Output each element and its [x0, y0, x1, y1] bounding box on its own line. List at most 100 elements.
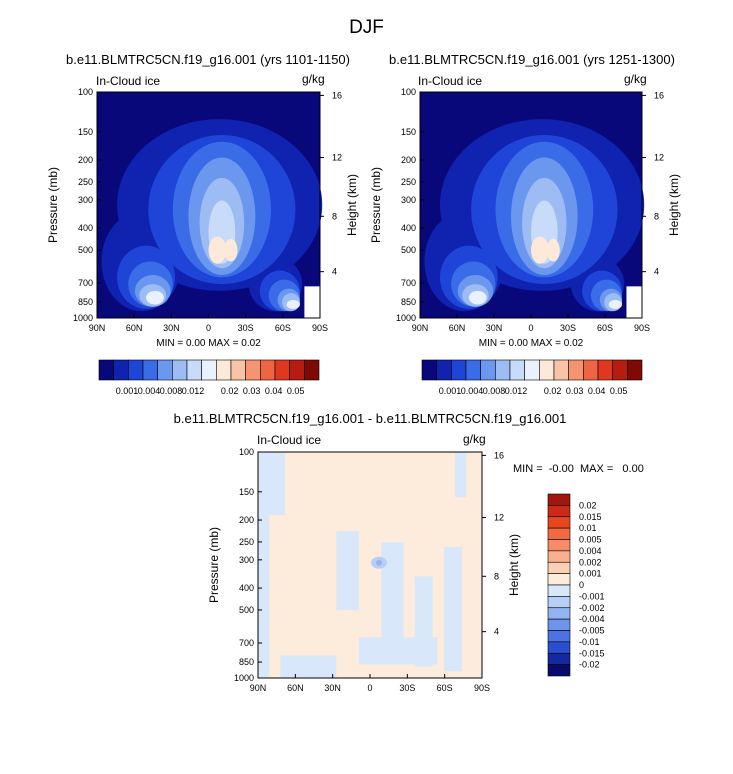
y-tick-label: 250 — [239, 537, 254, 547]
x-tick-label: 60N — [449, 323, 466, 333]
colorbar-swatch — [157, 359, 173, 381]
y-tick-label: 850 — [239, 657, 254, 667]
colorbar-swatch — [98, 359, 114, 381]
y-tick-label: 700 — [78, 278, 93, 288]
colorbar-label: 0.01 — [579, 523, 597, 533]
colorbar-swatch — [142, 359, 158, 381]
y-tick-label: 250 — [78, 177, 93, 187]
y2-tick-label: 16 — [332, 90, 342, 100]
colorbar-swatch — [547, 652, 571, 665]
colorbar-swatch — [436, 359, 452, 381]
colorbar-swatch — [539, 359, 555, 381]
x-tick-label: 30S — [399, 683, 415, 693]
colorbar-swatch — [495, 359, 511, 381]
y-tick-label: 700 — [239, 638, 254, 648]
colorbar-label: -0.005 — [579, 626, 605, 636]
missing-data-region — [304, 286, 320, 318]
y-tick-label: 700 — [401, 278, 416, 288]
colorbar-swatch — [547, 493, 571, 506]
y2-tick-label: 4 — [494, 627, 499, 637]
panel-1-contours — [97, 92, 323, 318]
y-tick-label: 200 — [78, 155, 93, 165]
y-tick-label: 200 — [401, 155, 416, 165]
y-axis-label: Pressure (mb) — [46, 167, 60, 243]
y-tick-label: 150 — [78, 127, 93, 137]
page-title: DJF — [349, 17, 384, 38]
colorbar-swatch — [113, 359, 129, 381]
colorbar-label: 0.03 — [566, 386, 584, 396]
colorbar-swatch — [128, 359, 144, 381]
colorbar-label: -0.01 — [579, 637, 600, 647]
x-tick-label: 90N — [412, 323, 429, 333]
y2-tick-label: 12 — [332, 153, 342, 163]
colorbar-label: -0.002 — [579, 603, 605, 613]
x-tick-label: 60N — [126, 323, 143, 333]
colorbar-swatch — [172, 359, 188, 381]
colorbar-swatch — [568, 359, 584, 381]
colorbar-label: 0.05 — [610, 386, 628, 396]
colorbar-label: -0.004 — [579, 614, 605, 624]
contour-region — [258, 515, 270, 678]
contour-region — [224, 238, 238, 262]
y-tick-label: 400 — [78, 223, 93, 233]
colorbar-label: 0.015 — [579, 512, 602, 522]
colorbar-label: 0.002 — [579, 557, 602, 567]
panel-1-title: b.e11.BLMTRC5CN.f19_g16.001 (yrs 1101-11… — [66, 52, 350, 67]
colorbar-swatch — [547, 539, 571, 552]
panel-1-field-label: In-Cloud ice — [96, 74, 161, 88]
y2-tick-label: 16 — [494, 450, 504, 460]
colorbar-label: 0.001 — [116, 386, 139, 396]
colorbar-swatch — [230, 359, 246, 381]
y-tick-label: 1000 — [234, 673, 254, 683]
colorbar-swatch — [547, 527, 571, 540]
colorbar-swatch — [304, 359, 320, 381]
x-tick-label: 60S — [597, 323, 613, 333]
panel-2-contours — [420, 92, 645, 318]
contour-region — [358, 637, 438, 665]
y-axis-label: Pressure (mb) — [207, 527, 221, 603]
colorbar-swatch — [216, 359, 232, 381]
colorbar-label: 0.02 — [221, 386, 239, 396]
y-tick-label: 300 — [78, 195, 93, 205]
colorbar-label: 0.012 — [182, 386, 205, 396]
y-tick-label: 100 — [239, 447, 254, 457]
colorbar-swatch — [186, 359, 202, 381]
colorbar-swatch — [547, 573, 571, 586]
x-tick-label: 90S — [312, 323, 328, 333]
y-tick-label: 850 — [78, 297, 93, 307]
contour-region — [146, 290, 164, 305]
y-tick-label: 100 — [78, 87, 93, 97]
contour-region — [258, 452, 285, 516]
colorbar-swatch — [597, 359, 613, 381]
contour-region — [455, 452, 467, 498]
contour-region — [531, 236, 549, 264]
colorbar-label: 0.005 — [579, 535, 602, 545]
colorbar-swatch — [547, 596, 571, 609]
panel-3-contours — [258, 452, 482, 678]
x-tick-label: 90S — [634, 323, 650, 333]
contour-region — [468, 290, 487, 305]
y-tick-label: 500 — [401, 245, 416, 255]
colorbar-label: 0.004 — [461, 386, 484, 396]
y-tick-label: 1000 — [396, 313, 416, 323]
y-tick-label: 500 — [78, 245, 93, 255]
y-tick-label: 1000 — [73, 313, 93, 323]
colorbar-label: 0.001 — [579, 569, 602, 579]
x-tick-label: 30N — [486, 323, 503, 333]
colorbar-label: 0.04 — [588, 386, 606, 396]
colorbar-swatch — [547, 630, 571, 643]
colorbar-swatch — [201, 359, 217, 381]
x-tick-label: 0 — [528, 323, 533, 333]
y2-tick-label: 8 — [332, 211, 337, 221]
contour-region — [208, 236, 227, 264]
panel-3-title: b.e11.BLMTRC5CN.f19_g16.001 - b.e11.BLMT… — [173, 411, 567, 426]
x-tick-label: 90S — [474, 683, 490, 693]
y2-axis-label: Height (km) — [667, 174, 681, 236]
y2-axis-label: Height (km) — [345, 174, 359, 236]
contour-region — [286, 299, 300, 309]
colorbar-swatch — [547, 664, 571, 677]
contour-region — [443, 546, 462, 672]
colorbar-label: -0.02 — [579, 660, 600, 670]
y2-tick-label: 12 — [494, 513, 504, 523]
colorbar-swatch — [480, 359, 496, 381]
